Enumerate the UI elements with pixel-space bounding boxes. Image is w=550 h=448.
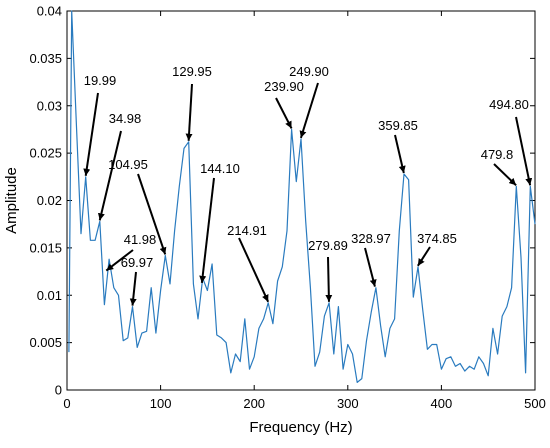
annotation-arrow: [105, 249, 134, 272]
annotation-label: 359.85: [378, 118, 418, 133]
annotation-arrow: [299, 82, 319, 139]
annotation-label: 41.98: [124, 232, 157, 247]
annotation-arrow: [325, 256, 333, 302]
y-tick-label: 0: [55, 383, 62, 398]
x-tick-label: 100: [150, 396, 172, 411]
y-axis-title: Amplitude: [3, 167, 20, 234]
annotation-label: 249.90: [289, 64, 329, 79]
annotation-arrow: [97, 130, 122, 221]
annotation-label: 129.95: [172, 64, 212, 79]
annotation-arrow: [515, 116, 533, 186]
annotation-arrow: [137, 173, 167, 255]
annotation-label: 279.89: [308, 238, 348, 253]
y-tick-label: 0.005: [29, 335, 62, 350]
annotation-arrow: [493, 163, 517, 187]
annotation-arrow: [275, 97, 293, 129]
annotation-arrow: [185, 83, 193, 141]
y-tick-label: 0.025: [29, 146, 62, 161]
y-tick-label: 0.04: [37, 4, 62, 19]
x-tick-label: 0: [63, 396, 70, 411]
annotation-label: 69.97: [121, 255, 154, 270]
annotation-label: 479.8: [481, 147, 514, 162]
annotation-label: 34.98: [109, 111, 142, 126]
y-tick-label: 0.02: [37, 193, 62, 208]
y-tick-label: 0.01: [37, 288, 62, 303]
axes-group: 0 100 200 300 400 500 0 0.005 0.01 0.015 0.02 0.025…: [29, 4, 545, 412]
annotation-label: 239.90: [264, 79, 304, 94]
y-tick-label: 0.035: [29, 51, 62, 66]
annotation-arrow: [238, 237, 270, 303]
x-tick-label: 400: [431, 396, 453, 411]
annotation-label: 214.91: [227, 223, 267, 238]
series-line: [68, 10, 536, 383]
annotation-arrow: [129, 271, 137, 306]
series-group: [68, 10, 536, 383]
annotation-label: 374.85: [417, 231, 457, 246]
x-tick-label: 500: [524, 396, 546, 411]
annotation-arrow: [83, 92, 99, 176]
y-tick-label: 0.03: [37, 98, 62, 113]
annotation-label: 104.95: [108, 157, 148, 172]
annotation-label: 19.99: [84, 73, 117, 88]
y-tick-label: 0.015: [29, 240, 62, 255]
x-tick-label: 300: [337, 396, 359, 411]
annotation-label: 494.80: [489, 97, 529, 112]
annotation-arrow: [394, 134, 406, 174]
x-tick-label: 200: [243, 396, 265, 411]
x-axis-title: Frequency (Hz): [249, 419, 352, 436]
annotation-arrow: [364, 247, 377, 287]
annotation-arrow: [417, 246, 431, 267]
annotation-label: 328.97: [351, 231, 391, 246]
annotation-arrow: [199, 177, 215, 283]
annotation-label: 144.10: [200, 161, 240, 176]
annotations-group: 19.99 34.98 41.98 69.97 104.95 129.95 144.10 21…: [83, 64, 533, 306]
